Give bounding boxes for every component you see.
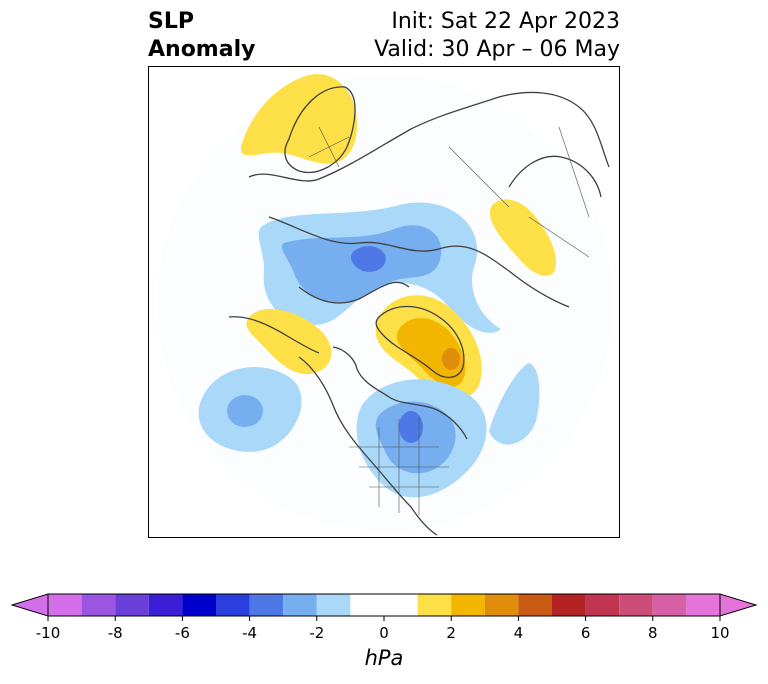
map-panel — [148, 66, 620, 538]
coastlines — [228, 86, 610, 536]
colorbar-segment — [451, 594, 485, 616]
colorbar-segment — [283, 594, 317, 616]
colorbar-segment — [518, 594, 552, 616]
colorbar-segment — [552, 594, 586, 616]
colorbar-tick-label: -6 — [174, 624, 190, 642]
colorbar-segment — [417, 594, 452, 616]
colorbar-tick-label: 0 — [379, 624, 389, 642]
colorbar-segment — [585, 594, 620, 616]
colorbar-segment — [148, 594, 183, 616]
colorbar-tick-label: 6 — [580, 624, 591, 642]
colorbar-extend-low — [10, 593, 49, 617]
positive-anomaly-greenland — [375, 295, 482, 399]
colorbar-segment — [484, 594, 519, 616]
colorbar-segment — [316, 594, 351, 616]
init-date: Init: Sat 22 Apr 2023 — [391, 9, 620, 34]
colorbar-tick-label: -2 — [309, 624, 325, 642]
colorbar-tick-label: 2 — [446, 624, 456, 642]
negative-anomaly-north-america — [356, 379, 487, 498]
colorbar-segment — [216, 594, 250, 616]
colorbar-segment — [115, 594, 149, 616]
colorbar-segment — [81, 594, 116, 616]
colorbar-extend-high — [719, 593, 758, 617]
slp-anomaly-map — [149, 67, 619, 537]
valid-range: Valid: 30 Apr – 06 May — [374, 37, 620, 62]
negative-anomaly-pacific — [198, 367, 302, 452]
colorbar-segment — [652, 594, 687, 616]
colorbar-tick-label: -10 — [35, 624, 61, 642]
colorbar-segment — [48, 594, 82, 616]
positive-anomaly-scandinavia — [240, 74, 358, 164]
negative-anomaly-arctic — [258, 202, 501, 333]
political-borders — [308, 126, 590, 515]
colorbar-tick-label: 10 — [710, 624, 730, 642]
colorbar-segment — [350, 594, 418, 616]
title-line-2: Anomaly — [148, 37, 256, 62]
colorbar-tick-label: -8 — [107, 624, 123, 642]
colorbar-tick-label: 4 — [513, 624, 524, 642]
colorbar-tick-label: 8 — [648, 624, 658, 642]
map-title: SLP Anomaly — [148, 8, 255, 64]
colorbar — [10, 593, 758, 621]
positive-anomaly-siberia — [489, 199, 557, 276]
colorbar-segment — [686, 594, 720, 616]
date-info: Init: Sat 22 Apr 2023 Valid: 30 Apr – 06… — [374, 8, 620, 64]
colorbar-tick-label: -4 — [242, 624, 258, 642]
colorbar-segment — [182, 594, 216, 616]
colorbar-segment — [619, 594, 653, 616]
colorbar-unit-label: hPa — [364, 646, 404, 670]
title-line-1: SLP — [148, 9, 194, 34]
negative-anomaly-atlantic — [489, 363, 540, 445]
colorbar-segment — [249, 594, 284, 616]
